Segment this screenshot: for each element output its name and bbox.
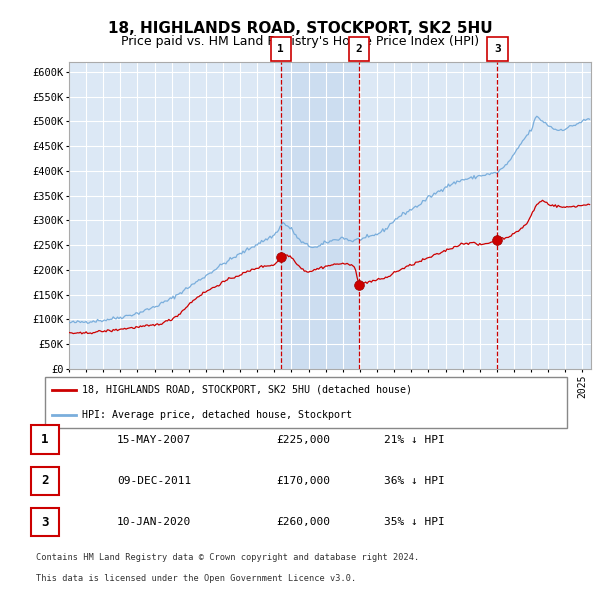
- Text: 36% ↓ HPI: 36% ↓ HPI: [384, 476, 445, 486]
- Text: £260,000: £260,000: [276, 517, 330, 527]
- Text: Contains HM Land Registry data © Crown copyright and database right 2024.: Contains HM Land Registry data © Crown c…: [36, 553, 419, 562]
- Text: Price paid vs. HM Land Registry's House Price Index (HPI): Price paid vs. HM Land Registry's House …: [121, 35, 479, 48]
- Text: £225,000: £225,000: [276, 435, 330, 444]
- Text: 1: 1: [41, 433, 49, 446]
- Text: 15-MAY-2007: 15-MAY-2007: [117, 435, 191, 444]
- Text: 10-JAN-2020: 10-JAN-2020: [117, 517, 191, 527]
- Text: 1: 1: [277, 44, 284, 54]
- Text: 18, HIGHLANDS ROAD, STOCKPORT, SK2 5HU: 18, HIGHLANDS ROAD, STOCKPORT, SK2 5HU: [107, 21, 493, 35]
- Bar: [281, 62, 359, 369]
- Text: 09-DEC-2011: 09-DEC-2011: [117, 476, 191, 486]
- Text: 21% ↓ HPI: 21% ↓ HPI: [384, 435, 445, 444]
- Text: This data is licensed under the Open Government Licence v3.0.: This data is licensed under the Open Gov…: [36, 574, 356, 583]
- Text: 3: 3: [41, 516, 49, 529]
- Text: 35% ↓ HPI: 35% ↓ HPI: [384, 517, 445, 527]
- Text: 2: 2: [41, 474, 49, 487]
- Text: HPI: Average price, detached house, Stockport: HPI: Average price, detached house, Stoc…: [82, 410, 352, 420]
- Text: £170,000: £170,000: [276, 476, 330, 486]
- Text: 3: 3: [494, 44, 501, 54]
- Text: 18, HIGHLANDS ROAD, STOCKPORT, SK2 5HU (detached house): 18, HIGHLANDS ROAD, STOCKPORT, SK2 5HU (…: [82, 385, 412, 395]
- Text: 2: 2: [356, 44, 362, 54]
